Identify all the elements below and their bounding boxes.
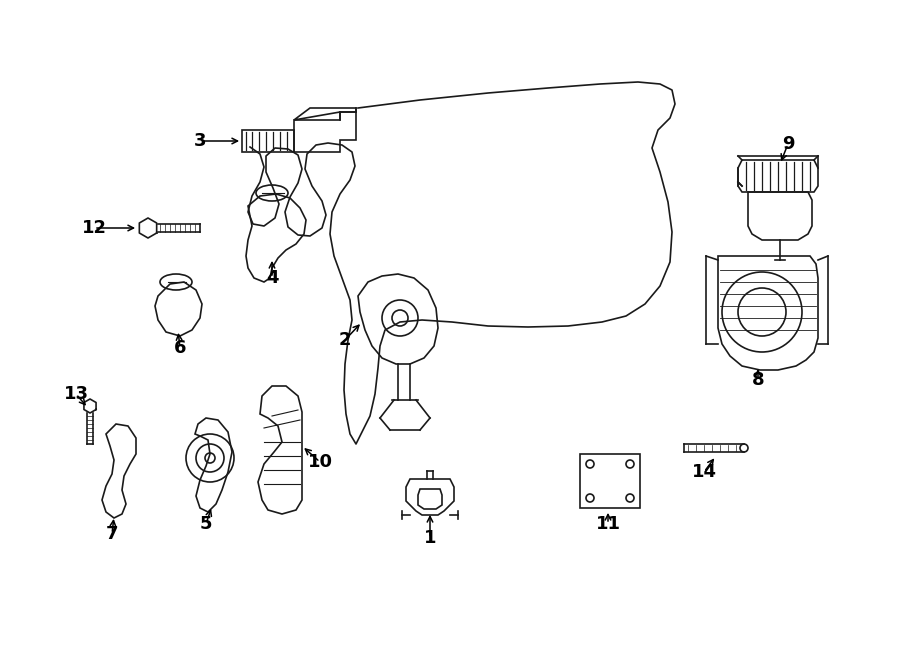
Text: 10: 10 (308, 453, 332, 471)
Text: 5: 5 (200, 515, 212, 533)
Text: 4: 4 (266, 269, 278, 287)
Text: 7: 7 (106, 525, 118, 543)
Text: 1: 1 (424, 529, 436, 547)
Text: 6: 6 (174, 339, 186, 357)
Text: 14: 14 (691, 463, 716, 481)
Text: 8: 8 (752, 371, 764, 389)
Text: 12: 12 (82, 219, 106, 237)
Text: 9: 9 (782, 135, 794, 153)
Text: 2: 2 (338, 331, 351, 349)
Text: 3: 3 (194, 132, 206, 150)
Text: 13: 13 (64, 385, 88, 403)
Text: 11: 11 (596, 515, 620, 533)
